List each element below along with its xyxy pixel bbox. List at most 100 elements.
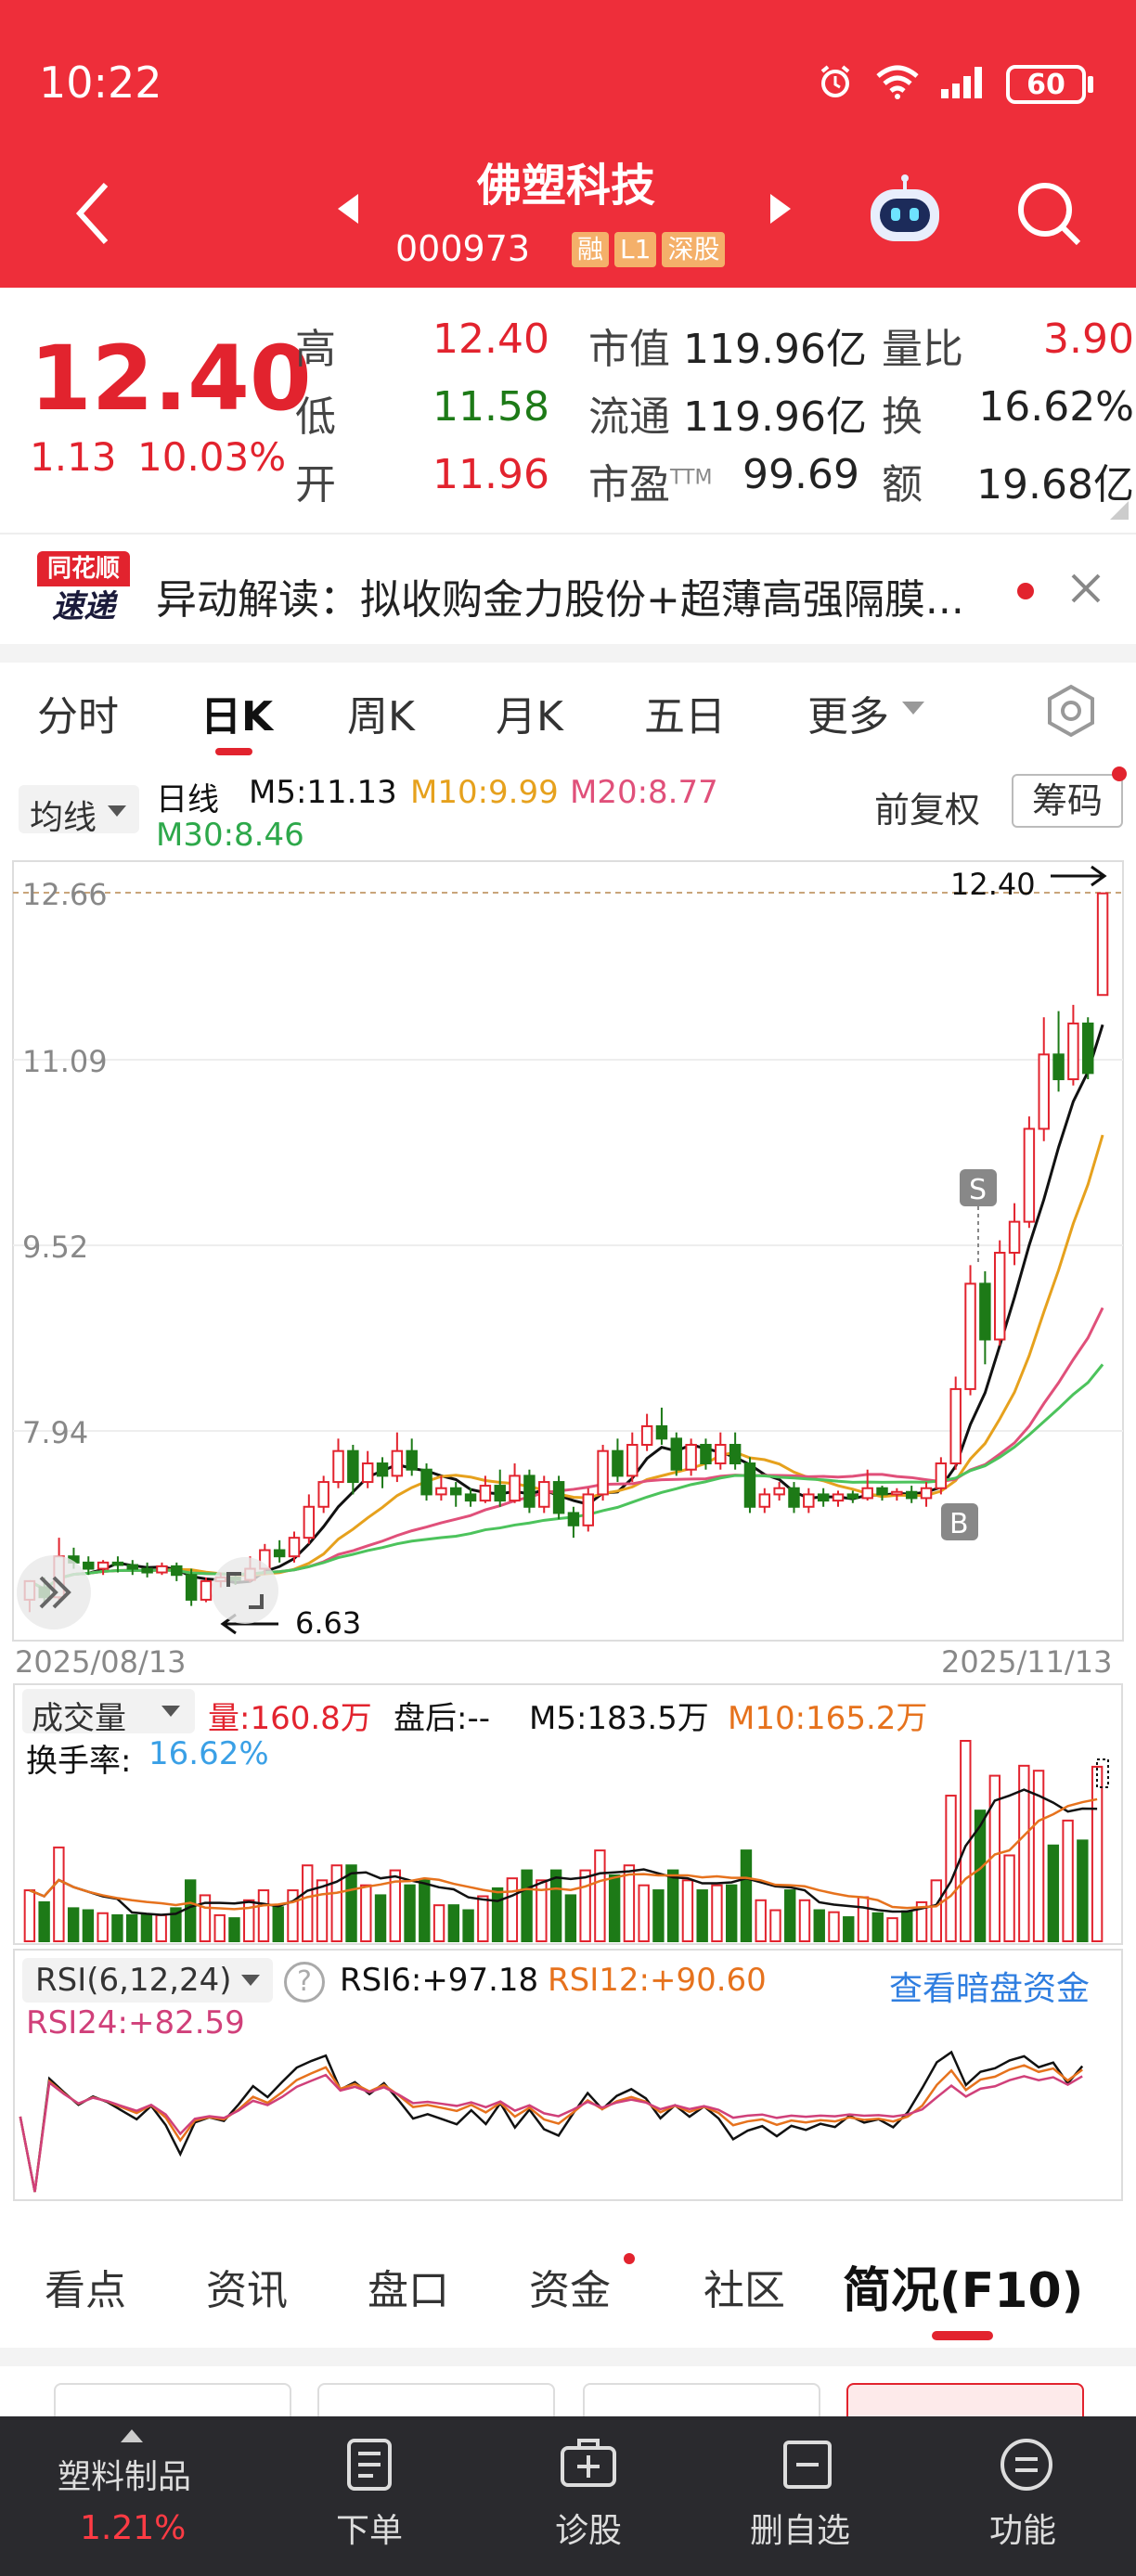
tab-five-day[interactable]: 五日 — [644, 693, 726, 741]
volume-bar-up — [360, 1884, 372, 1942]
volume-bar-up — [886, 1917, 898, 1942]
volume-bar-up — [1032, 1770, 1045, 1942]
tab-news[interactable]: 资讯 — [206, 2267, 288, 2314]
tab-more[interactable]: 更多 — [807, 693, 889, 741]
sub-chip[interactable] — [54, 2383, 291, 2420]
open-label: 开 — [295, 461, 336, 509]
sector-name[interactable]: 塑料制品 — [58, 2458, 192, 2496]
candle-up — [758, 1493, 771, 1508]
pe-label: 市盈TTM — [588, 461, 713, 509]
chevron-down-icon — [902, 702, 924, 715]
candle-up — [391, 1449, 404, 1477]
diagnose-icon[interactable] — [559, 2437, 618, 2492]
candle-up — [288, 1537, 301, 1558]
volume-bar-up — [1003, 1854, 1015, 1942]
robot-assistant-icon[interactable] — [863, 174, 947, 249]
candle-down — [141, 1567, 153, 1574]
chevron-up-icon[interactable] — [121, 2429, 143, 2442]
candle-up — [538, 1481, 550, 1508]
kline-chart[interactable]: 12.66 11.09 9.52 7.94 12.40 6.63 S B — [0, 854, 1136, 1652]
close-icon[interactable] — [1067, 570, 1104, 607]
tab-monthly-k[interactable]: 月K — [496, 693, 563, 741]
settings-hex-icon[interactable] — [1043, 683, 1099, 739]
sub-chip-active[interactable] — [846, 2383, 1084, 2420]
badge-sz: 深股 — [662, 232, 726, 267]
expand-icon — [226, 1572, 264, 1609]
volume-bar-up — [506, 1877, 519, 1943]
unread-dot — [624, 2253, 635, 2264]
volume-bar-up — [681, 1879, 694, 1943]
current-price: 12.40 — [30, 327, 312, 431]
turnover-rate-value: 16.62% — [148, 1735, 269, 1772]
volume-bar-up — [432, 1904, 445, 1943]
back-icon[interactable] — [65, 176, 121, 251]
ma-select[interactable]: 均线 — [19, 785, 139, 837]
candle-up — [861, 1487, 873, 1500]
volume-bar-up — [579, 1869, 591, 1942]
volume-bar-up — [316, 1879, 329, 1943]
tab-intraday[interactable]: 分时 — [37, 693, 119, 741]
tab-f10[interactable]: 简况(F10) — [843, 2263, 1084, 2319]
help-icon[interactable]: ? — [284, 1962, 325, 2003]
volume-bars — [23, 1740, 1104, 1943]
volume-bar-down — [272, 1906, 284, 1943]
candle-down — [788, 1487, 800, 1508]
tab-order-book[interactable]: 盘口 — [368, 2267, 449, 2314]
tab-weekly-k[interactable]: 周K — [347, 693, 415, 741]
candle-up — [156, 1565, 168, 1574]
sub-chip[interactable] — [317, 2383, 555, 2420]
float-value: 119.96亿 — [683, 393, 867, 441]
y-tick-label: 12.66 — [22, 877, 108, 912]
ma5-value: M5:11.13 — [249, 774, 397, 811]
unread-dot — [1112, 766, 1127, 781]
section-gap — [0, 2348, 1136, 2366]
rsi12-line — [19, 2064, 1083, 2193]
turnover-value: 16.62% — [978, 383, 1134, 431]
tab-community[interactable]: 社区 — [704, 2267, 785, 2314]
sub-chip[interactable] — [583, 2383, 820, 2420]
nav-diagnose[interactable]: 诊股 — [555, 2512, 623, 2550]
rsi12-value: RSI12:+90.60 — [548, 1962, 767, 1999]
prev-stock-icon[interactable] — [334, 190, 362, 227]
chevron-down-icon — [161, 1706, 180, 1717]
volume-bar-up — [798, 1899, 811, 1942]
candle-up — [685, 1443, 697, 1471]
order-icon[interactable] — [342, 2437, 397, 2492]
max-arrow-icon — [1051, 865, 1107, 887]
candle-down — [846, 1493, 859, 1500]
search-icon[interactable] — [1013, 178, 1084, 249]
bottom-nav: 塑料制品 1.21% 下单 诊股 删自选 功能 — [0, 2416, 1136, 2576]
nav-remove-watchlist[interactable]: 删自选 — [750, 2512, 851, 2550]
sell-marker[interactable] — [960, 1169, 997, 1206]
unread-dot — [1017, 583, 1034, 599]
remove-watchlist-icon[interactable] — [780, 2437, 835, 2492]
volume-select[interactable]: 成交量 — [22, 1689, 195, 1737]
buy-marker[interactable] — [941, 1503, 978, 1540]
tab-daily-k[interactable]: 日K — [200, 693, 274, 741]
expand-corner-icon[interactable] — [1110, 501, 1129, 520]
next-stock-icon[interactable] — [767, 190, 794, 227]
candle-up — [715, 1443, 727, 1465]
candle-up — [509, 1475, 521, 1502]
candle-up — [935, 1462, 948, 1489]
volume-bar-up — [711, 1884, 723, 1942]
volume-bar-up — [857, 1896, 870, 1942]
tab-highlights[interactable]: 看点 — [45, 2267, 126, 2314]
adjust-mode[interactable]: 前复权 — [874, 790, 981, 831]
rsi-chart[interactable] — [13, 1949, 1123, 2201]
menu-icon[interactable] — [999, 2437, 1054, 2492]
rsi-lines — [19, 2050, 1084, 2193]
tab-funds[interactable]: 资金 — [529, 2267, 611, 2314]
chevron-down-icon — [241, 1975, 260, 1986]
sector-pct: 1.21% — [80, 2509, 187, 2547]
nav-order[interactable]: 下单 — [336, 2512, 404, 2550]
volume-bar-down — [38, 1900, 50, 1942]
dark-pool-link[interactable]: 查看暗盘资金 — [889, 1970, 1091, 2008]
fullscreen-button[interactable] — [212, 1557, 278, 1624]
volume-chart[interactable] — [13, 1685, 1123, 1945]
chips-button[interactable]: 筹码 — [1012, 774, 1123, 828]
badges: 融 L1 深股 — [572, 232, 726, 267]
news-banner[interactable]: 同花顺 速递 异动解读：拟收购金力股份+超薄高强隔膜... — [0, 535, 1136, 644]
rsi-select[interactable]: RSI(6,12,24) — [22, 1958, 273, 2003]
nav-functions[interactable]: 功能 — [989, 2512, 1057, 2550]
